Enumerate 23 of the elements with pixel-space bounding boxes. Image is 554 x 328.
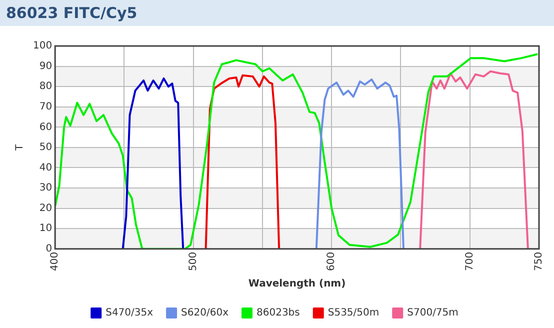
y-tick-label: 90 xyxy=(39,60,52,72)
x-tick-label: 600 xyxy=(326,252,338,272)
legend-label: S470/35x xyxy=(106,308,154,319)
y-axis-title: T xyxy=(14,144,26,152)
y-tick-label: 40 xyxy=(39,162,52,174)
y-tick-label: 50 xyxy=(39,142,52,154)
x-tick-label: 700 xyxy=(464,252,476,272)
legend-label: 86023bs xyxy=(256,308,300,319)
y-tick-label: 30 xyxy=(39,182,52,194)
x-tick-label: 500 xyxy=(188,252,199,272)
x-tick-label: 400 xyxy=(50,252,61,272)
y-tick-label: 80 xyxy=(39,81,52,92)
x-axis-title: Wavelength (nm) xyxy=(248,278,346,290)
y-tick-label: 70 xyxy=(39,101,52,112)
y-tick-label: 100 xyxy=(32,40,52,52)
x-tick-label: 750 xyxy=(534,252,545,272)
y-tick-label: 60 xyxy=(39,122,52,133)
legend-label: S535/50m xyxy=(328,308,380,319)
legend-label: S620/60x xyxy=(181,308,229,319)
y-tick-label: 20 xyxy=(39,202,52,214)
legend-label: S700/75m xyxy=(407,308,458,319)
y-tick-label: 10 xyxy=(39,223,52,234)
chart-title: 86023 FITC/Cy5 xyxy=(0,0,554,26)
